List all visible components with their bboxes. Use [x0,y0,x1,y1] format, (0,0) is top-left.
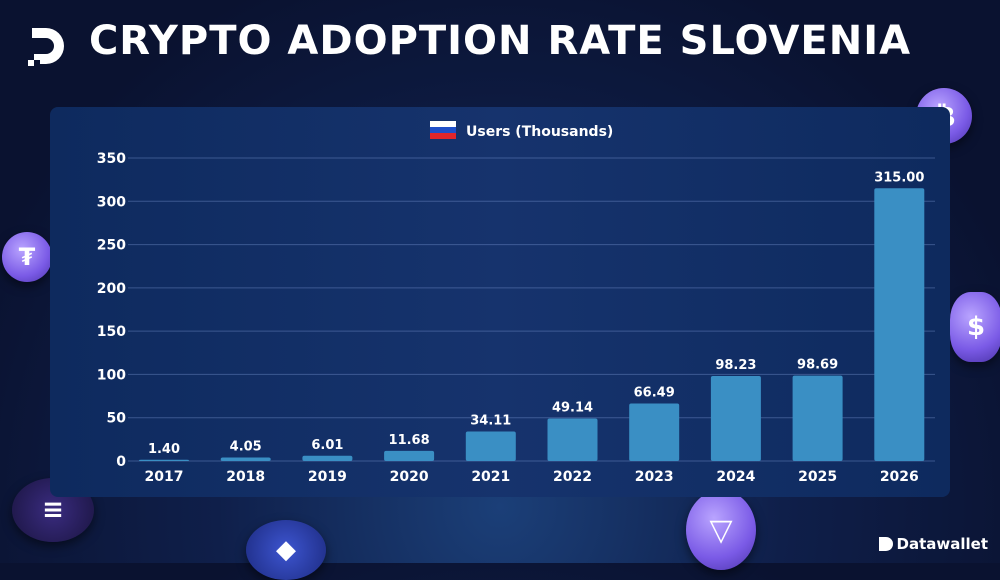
page-title: CRYPTO ADOPTION RATE SLOVENIA [88,18,912,64]
data-label: 4.05 [230,439,262,454]
x-tick-label: 2022 [553,469,592,485]
x-tick-label: 2018 [226,469,265,485]
x-tick-label: 2025 [798,469,837,485]
bar [465,431,516,461]
data-label: 6.01 [311,438,343,453]
bar [629,403,680,461]
bar [792,375,843,461]
usdc-coin-icon: $ [950,292,1000,362]
tron-coin-icon: ▽ [686,490,756,570]
slovenia-flag-icon [430,121,456,139]
data-label: 11.68 [389,433,430,448]
x-tick-label: 2017 [145,469,184,485]
brand-name: Datawallet [896,535,988,553]
x-tick-label: 2019 [308,469,347,485]
bar [384,450,435,461]
y-tick-label: 350 [97,151,126,167]
brand-footer: Datawallet [878,535,988,553]
data-label: 98.23 [715,358,756,373]
bar [139,459,189,461]
y-tick-label: 300 [97,194,126,210]
y-tick-label: 150 [97,324,126,340]
y-tick-label: 200 [97,281,126,297]
data-label: 49.14 [552,400,593,415]
datawallet-logo-icon [878,537,893,551]
data-label: 34.11 [470,413,511,428]
x-tick-label: 2024 [716,469,755,485]
data-label: 66.49 [634,385,675,400]
legend-label: Users (Thousands) [466,124,613,140]
data-label: 1.40 [148,442,180,457]
x-tick-label: 2026 [880,469,919,485]
tether-coin-icon: ₮ [2,232,52,282]
x-tick-label: 2020 [390,469,429,485]
legend: Users (Thousands) [430,121,613,140]
bar [874,188,925,462]
data-label: 315.00 [874,170,924,185]
bar [547,418,598,461]
y-tick-label: 0 [116,454,126,470]
data-label: 98.69 [797,358,838,373]
datawallet-logo-icon [28,28,64,66]
x-tick-label: 2021 [471,469,510,485]
y-tick-label: 50 [107,411,127,427]
x-tick-label: 2023 [635,469,674,485]
bar [220,457,271,461]
y-tick-label: 100 [97,367,126,383]
bar [302,455,353,461]
bar [710,375,761,461]
y-tick-label: 250 [97,238,126,254]
bar-chart: Users (Thousands) 0 50 100 150 200 250 300 350 1… [97,121,935,485]
